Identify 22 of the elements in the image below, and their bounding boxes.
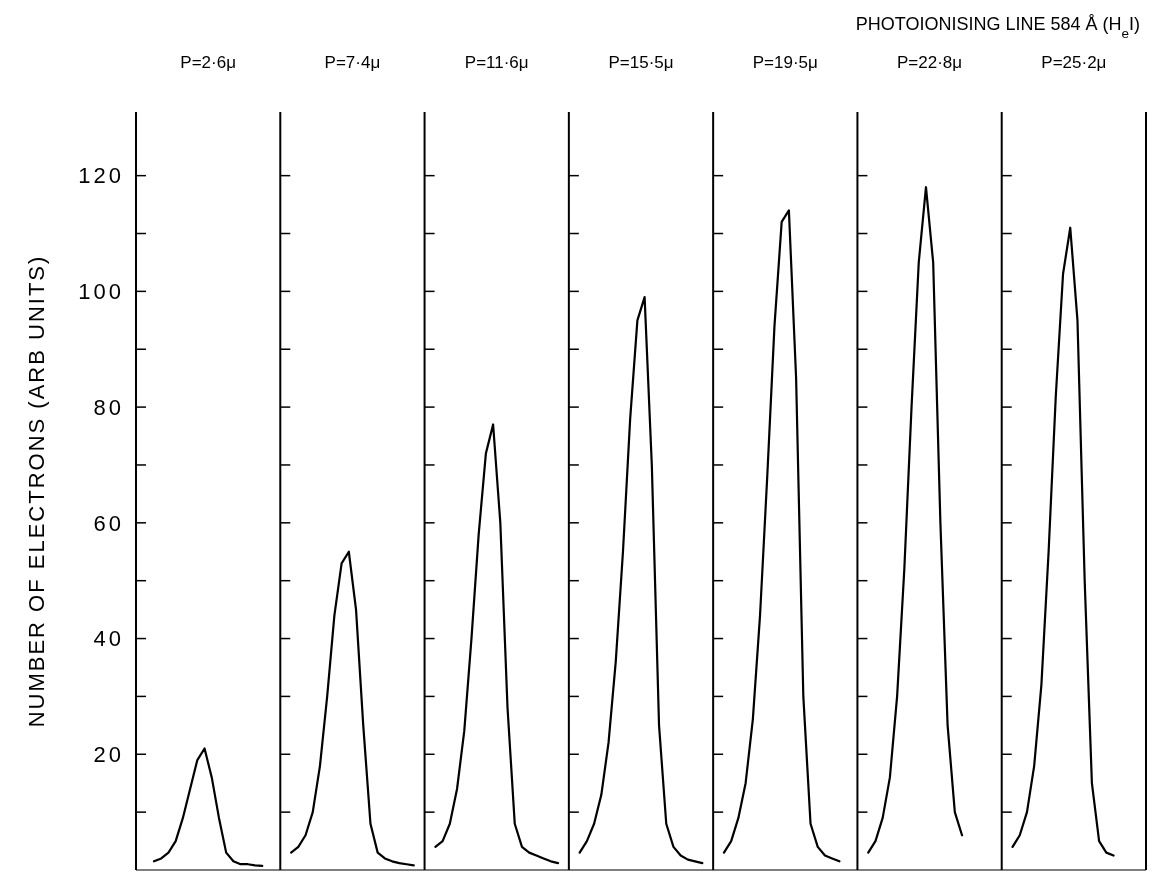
line-series: [152, 747, 264, 868]
line-series: [434, 423, 560, 865]
y-axis-title: NUMBER OF ELECTRONS (ARB UNITS): [24, 254, 49, 728]
line-series: [290, 550, 415, 867]
line-series: [867, 186, 964, 854]
text: P=7·4μ: [324, 53, 381, 72]
chart-title: PHOTOIONISING LINE 584 Å (H$_{e}$I): [855, 14, 1140, 41]
text: P=15·5μ: [608, 53, 674, 72]
line-series: [722, 209, 841, 863]
y-tick-label: 80: [93, 394, 124, 420]
text: P=11·6μ: [464, 53, 529, 72]
text: P=22·8μ: [897, 53, 963, 72]
y-tick-label: 40: [93, 626, 124, 652]
text: P=25·2μ: [1041, 53, 1107, 72]
y-tick-label: 100: [78, 279, 124, 305]
y-tick-label: 20: [93, 741, 124, 767]
y-tick-label: 60: [93, 510, 124, 536]
line-series: [1011, 226, 1115, 857]
text: P=19·5μ: [752, 53, 818, 72]
y-tick-label: 120: [78, 163, 124, 189]
text: P=2·6μ: [180, 53, 236, 72]
line-series: [578, 296, 704, 865]
